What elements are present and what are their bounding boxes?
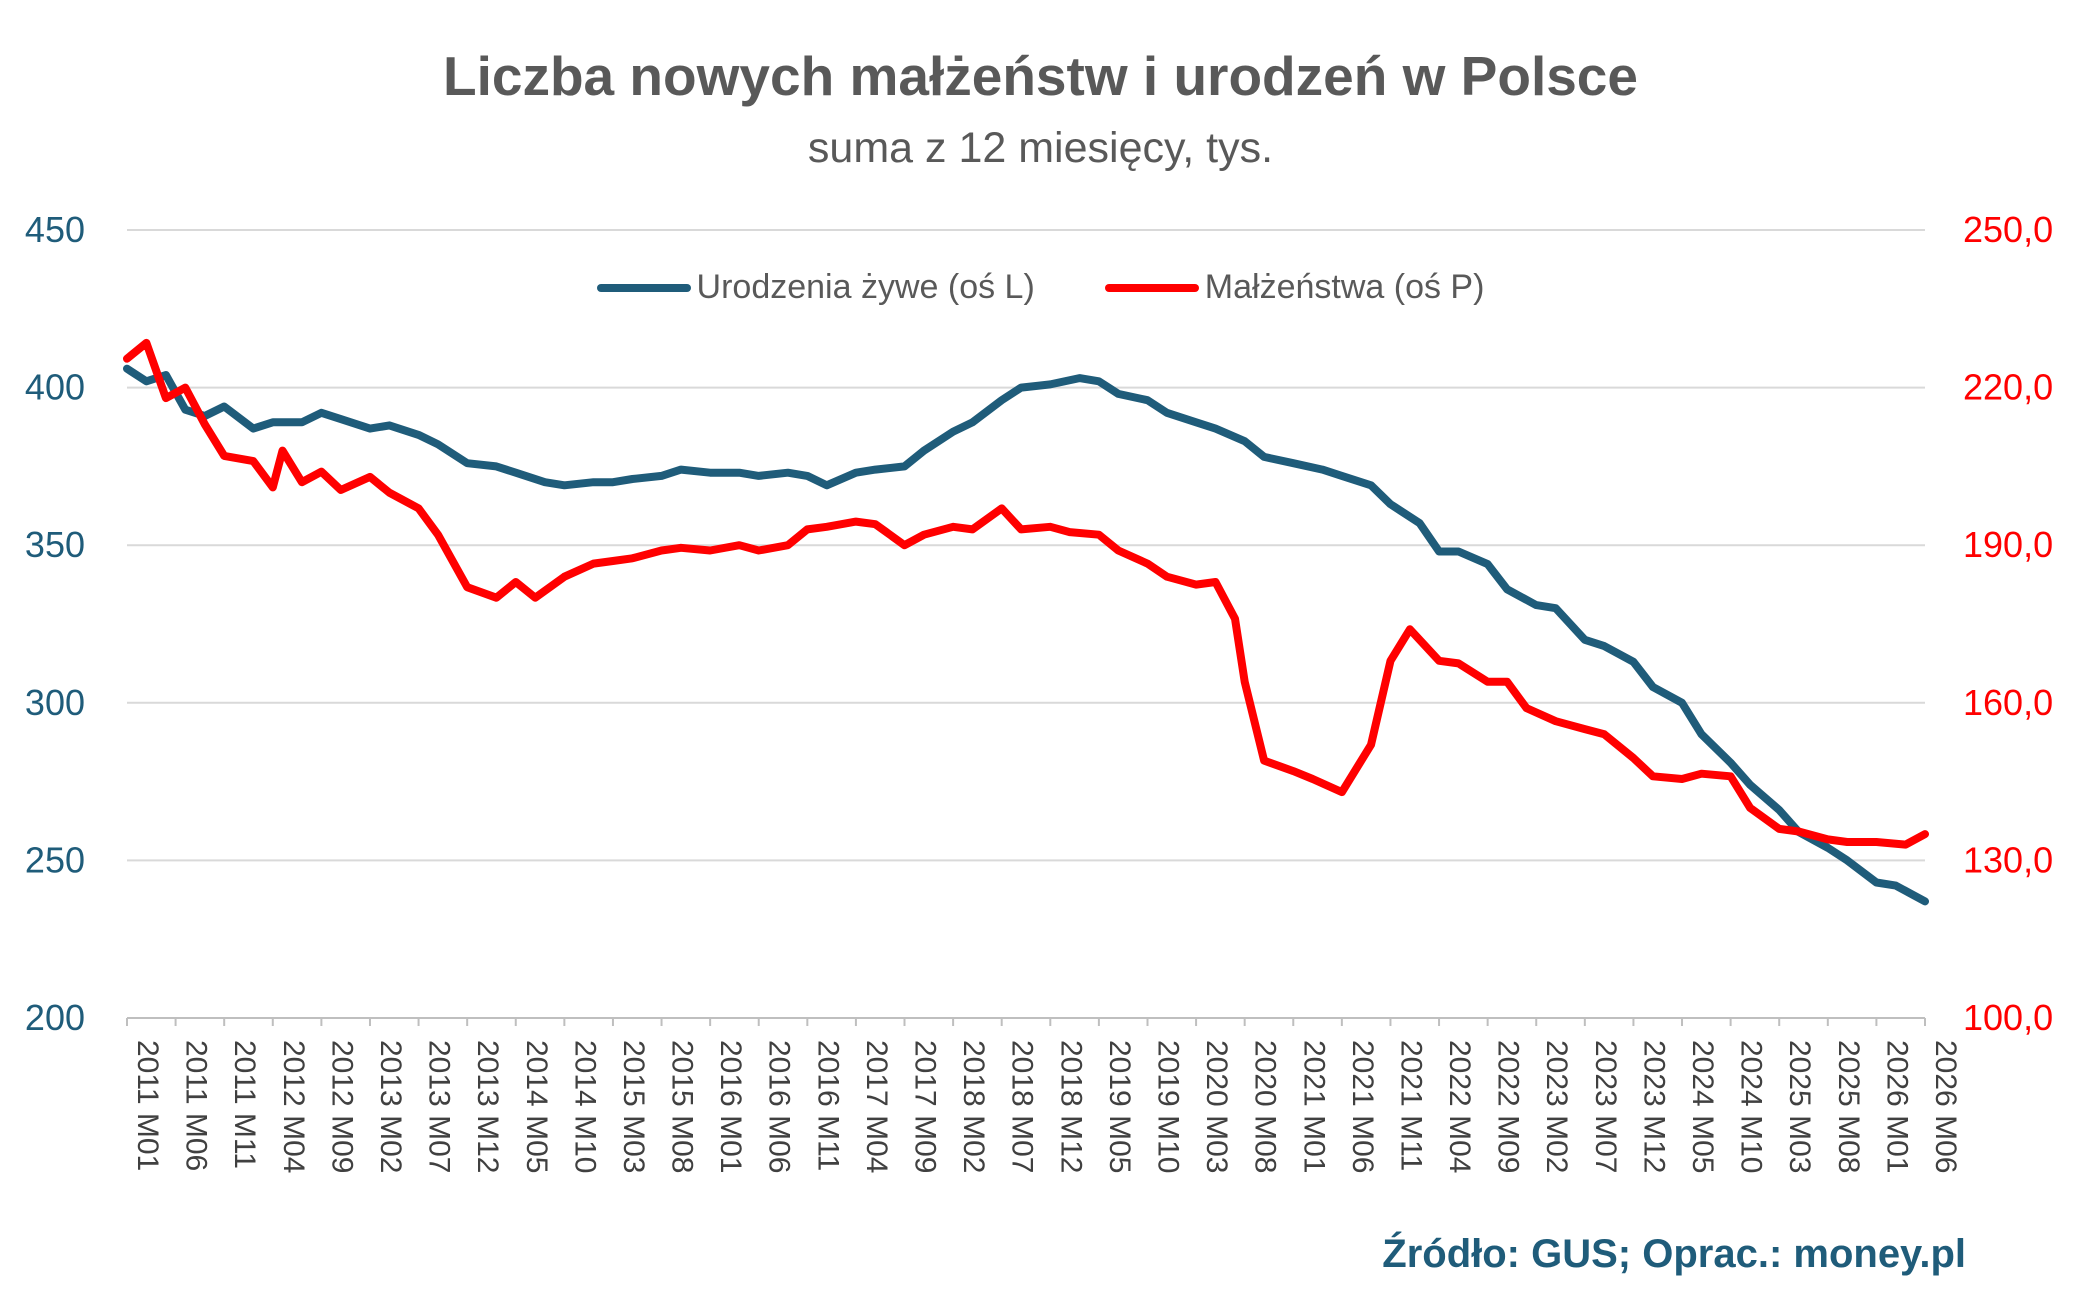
right-tick-label: 160,0: [1963, 682, 2053, 723]
x-tick-label: 2014 M05: [520, 1040, 553, 1173]
x-tick-label: 2018 M12: [1054, 1040, 1087, 1173]
left-tick-label: 350: [25, 524, 85, 565]
gridlines: [127, 229, 1925, 1019]
x-tick-label: 2013 M02: [374, 1040, 407, 1173]
right-tick-label: 220,0: [1963, 367, 2053, 408]
left-tick-label: 200: [25, 997, 85, 1038]
x-tick-label: 2015 M03: [617, 1040, 650, 1173]
x-tick-label: 2018 M07: [1006, 1040, 1039, 1173]
x-tick-label: 2016 M11: [811, 1040, 844, 1171]
left-tick-label: 300: [25, 682, 85, 723]
x-tick-label: 2013 M12: [471, 1040, 504, 1173]
x-tick-label: 2017 M09: [909, 1040, 942, 1173]
right-tick-label: 130,0: [1963, 839, 2053, 880]
x-tick-label: 2014 M10: [568, 1040, 601, 1173]
x-tick-label: 2020 M03: [1200, 1040, 1233, 1173]
left-axis-ticks: 200 250 300 350 400 450: [25, 209, 85, 1038]
right-tick-label: 190,0: [1963, 524, 2053, 565]
x-tick-label: 2015 M08: [666, 1040, 699, 1173]
legend-item-births: Urodzenia żywe (oś L): [596, 268, 1035, 307]
legend: Urodzenia żywe (oś L) Małżeństwa (oś P): [0, 268, 2081, 307]
x-tick-label: 2011 M01: [131, 1040, 164, 1171]
x-tick-label: 2025 M08: [1832, 1040, 1865, 1173]
left-tick-label: 450: [25, 209, 85, 250]
births-series-line: [123, 364, 1929, 906]
x-tick-label: 2026 M01: [1880, 1040, 1913, 1173]
x-tick-label: 2012 M04: [277, 1040, 310, 1173]
legend-swatch-births: [596, 283, 691, 292]
x-tick-label: 2012 M09: [325, 1040, 358, 1173]
x-tick-label: 2026 M06: [1929, 1040, 1962, 1173]
right-axis-ticks: 100,0 130,0 160,0 190,0 220,0 250,0: [1963, 209, 2053, 1038]
x-tick-label: 2013 M07: [423, 1040, 456, 1173]
x-tick-label: 2018 M02: [957, 1040, 990, 1173]
x-axis: 2011 M01 2011 M06 2011 M11 2012 M04 2012 M09…: [126, 1018, 1962, 1173]
source-note: Źródło: GUS; Oprac.: money.pl: [1382, 1232, 1966, 1276]
x-tick-label: 2019 M10: [1151, 1040, 1184, 1173]
x-tick-label: 2016 M06: [763, 1040, 796, 1173]
legend-item-marriages: Małżeństwa (oś P): [1104, 268, 1485, 307]
x-tick-label: 2021 M01: [1297, 1040, 1330, 1173]
x-tick-label: 2020 M08: [1249, 1040, 1282, 1173]
x-tick-label: 2024 M10: [1735, 1040, 1768, 1173]
x-tick-label: 2023 M02: [1540, 1040, 1573, 1173]
right-tick-label: 250,0: [1963, 209, 2053, 250]
x-tick-label: 2021 M11: [1394, 1040, 1427, 1171]
x-tick-label: 2016 M01: [714, 1040, 747, 1173]
x-tick-label: 2021 M06: [1346, 1040, 1379, 1173]
x-tick-label: 2011 M06: [180, 1040, 213, 1171]
x-tick-label: 2025 M03: [1783, 1040, 1816, 1173]
legend-label-births: Urodzenia żywe (oś L): [696, 268, 1035, 306]
x-tick-label: 2022 M04: [1443, 1040, 1476, 1173]
x-tick-label: 2022 M09: [1492, 1040, 1525, 1173]
x-tick-label: 2024 M05: [1686, 1040, 1719, 1173]
left-tick-label: 250: [25, 839, 85, 880]
right-tick-label: 100,0: [1963, 997, 2053, 1038]
x-tick-label: 2019 M05: [1103, 1040, 1136, 1173]
x-tick-label: 2023 M07: [1589, 1040, 1622, 1173]
chart-subtitle: suma z 12 miesięcy, tys.: [807, 124, 1274, 172]
x-tick-label: 2011 M11: [228, 1040, 261, 1169]
x-tick-label: 2023 M12: [1637, 1040, 1670, 1173]
series-lines: [123, 338, 1929, 906]
x-tick-label: 2017 M04: [860, 1040, 893, 1173]
legend-swatch-marriages: [1104, 283, 1199, 292]
legend-label-marriages: Małżeństwa (oś P): [1204, 268, 1485, 306]
marriages-series-line: [123, 338, 1929, 849]
left-tick-label: 400: [25, 367, 85, 408]
chart-title: Liczba nowych małżeństw i urodzeń w Pols…: [443, 45, 1638, 107]
